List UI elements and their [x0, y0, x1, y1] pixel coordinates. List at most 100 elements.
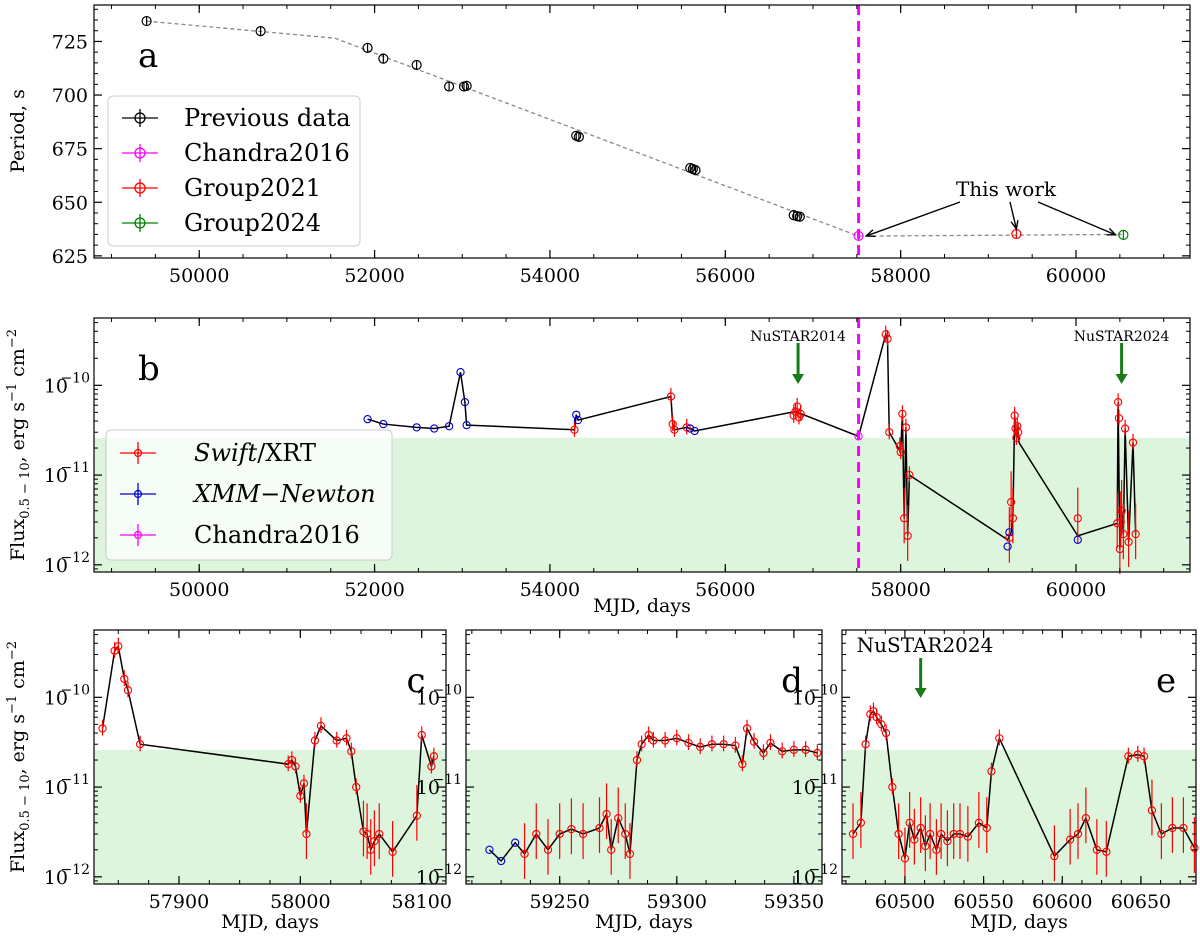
panel-b: NuSTAR2014 NuSTAR2024 50000 52000 54000 56000… — [5, 318, 1190, 617]
annotation-arrowhead — [864, 229, 876, 238]
data-point — [916, 823, 925, 833]
data-point — [898, 409, 907, 419]
y-tick-exponent: −12 — [60, 550, 90, 566]
data-point — [352, 782, 361, 792]
legend-a: Previous data Chandra2016 Group2021 Group20… — [107, 95, 361, 247]
x-tick-label: 60550 — [953, 891, 1013, 913]
data-point — [98, 724, 107, 733]
x-tick-label: 56000 — [695, 579, 755, 601]
data-point — [362, 42, 373, 53]
y-tick-exponent: −10 — [808, 682, 838, 698]
data-point — [644, 730, 653, 740]
data-point — [861, 740, 870, 749]
legend-marker — [134, 112, 146, 124]
nustar-arrow-head — [1115, 374, 1128, 384]
x-tick-label: 57900 — [149, 891, 209, 913]
legend-label: Swift/XRT — [194, 439, 316, 467]
nustar-arrow-head — [914, 688, 927, 698]
x-axis-label: MJD, days — [221, 911, 319, 933]
x-tick-label: 60000 — [1046, 579, 1106, 601]
panel-letter-b: b — [138, 349, 160, 389]
data-point — [801, 745, 810, 754]
data-point — [660, 736, 670, 745]
y-axis-label-period: Period, s — [7, 89, 29, 173]
data-point — [672, 734, 681, 743]
data-point — [877, 720, 886, 729]
data-point — [614, 814, 623, 823]
y-tick-exponent: −11 — [60, 772, 90, 788]
legend-frame — [105, 429, 393, 561]
data-point — [625, 849, 635, 859]
data-point — [520, 849, 529, 859]
data-point — [649, 736, 658, 745]
y-tick-label: 700 — [52, 85, 88, 107]
data-point — [412, 811, 422, 820]
data-point — [1157, 829, 1166, 839]
data-point — [388, 847, 397, 856]
nustar-arrow-head — [792, 374, 805, 384]
data-point — [461, 80, 472, 91]
legend-b: Swift/XRT XMM−Newton Chandra2016 — [105, 429, 393, 561]
data-point — [1147, 806, 1157, 815]
x-tick-label: 58100 — [391, 891, 451, 913]
annotation-arrow — [1037, 201, 1116, 236]
data-point — [296, 791, 305, 800]
data-point — [895, 441, 904, 451]
quiescent-band — [94, 749, 446, 884]
data-point — [901, 423, 911, 432]
data-point — [853, 230, 864, 242]
data-point — [1006, 497, 1016, 507]
data-point — [511, 838, 520, 847]
data-point — [987, 767, 996, 776]
y-tick-label: 10 — [44, 465, 68, 487]
data-point — [686, 424, 695, 433]
data-point — [1179, 823, 1188, 833]
data-point — [378, 53, 389, 64]
data-point — [411, 59, 422, 71]
data-point — [1065, 835, 1075, 844]
data-point — [1139, 752, 1149, 761]
data-point — [291, 762, 300, 771]
data-point — [342, 734, 351, 743]
data-point — [1131, 529, 1140, 539]
data-point — [570, 425, 579, 434]
data-point — [1010, 411, 1019, 420]
data-point — [427, 762, 436, 771]
annotation-arrow — [1009, 201, 1018, 230]
data-point — [496, 856, 506, 866]
legend-label: XMM−Newton — [192, 480, 376, 508]
data-point — [1116, 517, 1125, 527]
data-point — [310, 736, 320, 745]
panel-letter-c: c — [406, 661, 425, 701]
data-point — [444, 422, 454, 431]
data-point — [719, 740, 728, 749]
data-point — [430, 424, 439, 433]
y-tick-label: 10 — [792, 777, 816, 799]
legend-label: Chandra2016 — [194, 521, 360, 549]
data-point — [872, 713, 881, 722]
data-point — [375, 829, 384, 839]
panel-letter-d: d — [781, 661, 803, 701]
legend-frame — [107, 95, 361, 247]
x-tick-label: 54000 — [520, 579, 580, 601]
data-point — [567, 824, 576, 834]
data-point — [881, 728, 891, 738]
y-axis-label-flux-lower: Flux0.5 − 10, erg s−1 cm−2 — [5, 641, 33, 873]
data-point — [1119, 529, 1128, 539]
data-point — [1124, 537, 1133, 547]
y-tick-exponent: −11 — [60, 460, 90, 476]
data-point — [963, 832, 973, 841]
data-point — [532, 829, 541, 839]
legend-marker — [134, 217, 146, 229]
y-tick-exponent: −12 — [808, 862, 838, 878]
data-point — [572, 410, 581, 419]
period-trend-line — [146, 20, 1122, 237]
x-tick-label: 60650 — [1111, 891, 1171, 913]
panel-d-frame — [465, 629, 823, 885]
y-tick-exponent: −10 — [60, 682, 90, 698]
panel-a-frame — [93, 4, 1191, 259]
data-point — [255, 26, 266, 37]
data-point — [460, 397, 470, 407]
